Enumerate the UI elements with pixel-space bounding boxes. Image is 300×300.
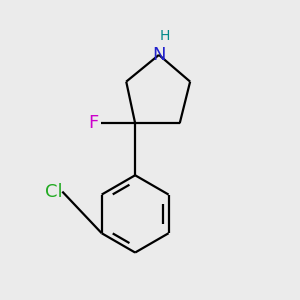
Text: N: N [152,46,166,64]
Text: Cl: Cl [45,183,62,201]
Text: F: F [88,114,99,132]
Text: H: H [160,28,170,43]
